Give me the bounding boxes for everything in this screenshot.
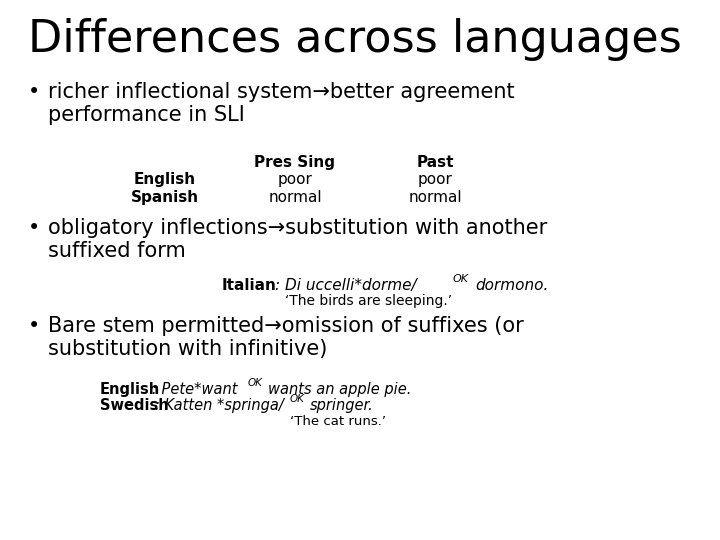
Text: Pres Sing: Pres Sing	[254, 155, 336, 170]
Text: springer.: springer.	[310, 398, 374, 413]
Text: OK: OK	[453, 274, 469, 284]
Text: •: •	[28, 218, 40, 238]
Text: richer inflectional system→better agreement
performance in SLI: richer inflectional system→better agreem…	[48, 82, 515, 125]
Text: •: •	[28, 82, 40, 102]
Text: wants an apple pie.: wants an apple pie.	[268, 382, 411, 397]
Text: Past: Past	[416, 155, 454, 170]
Text: dormono.: dormono.	[475, 278, 549, 293]
Text: : Di uccelli*dorme/: : Di uccelli*dorme/	[275, 278, 417, 293]
Text: normal: normal	[268, 190, 322, 205]
Text: : Katten *springa/: : Katten *springa/	[155, 398, 284, 413]
Text: Differences across languages: Differences across languages	[28, 18, 682, 61]
Text: normal: normal	[408, 190, 462, 205]
Text: ‘The cat runs.’: ‘The cat runs.’	[290, 415, 386, 428]
Text: •: •	[28, 316, 40, 336]
Text: Bare stem permitted→omission of suffixes (or
substitution with infinitive): Bare stem permitted→omission of suffixes…	[48, 316, 523, 359]
Text: poor: poor	[278, 172, 312, 187]
Text: ‘The birds are sleeping.’: ‘The birds are sleeping.’	[285, 294, 452, 308]
Text: English: English	[134, 172, 196, 187]
Text: English: English	[100, 382, 161, 397]
Text: : Pete*want: : Pete*want	[152, 382, 238, 397]
Text: obligatory inflections→substitution with another
suffixed form: obligatory inflections→substitution with…	[48, 218, 547, 261]
Text: Italian: Italian	[222, 278, 277, 293]
Text: Swedish: Swedish	[100, 398, 168, 413]
Text: OK: OK	[248, 378, 263, 388]
Text: OK: OK	[290, 394, 305, 404]
Text: poor: poor	[418, 172, 452, 187]
Text: Spanish: Spanish	[131, 190, 199, 205]
